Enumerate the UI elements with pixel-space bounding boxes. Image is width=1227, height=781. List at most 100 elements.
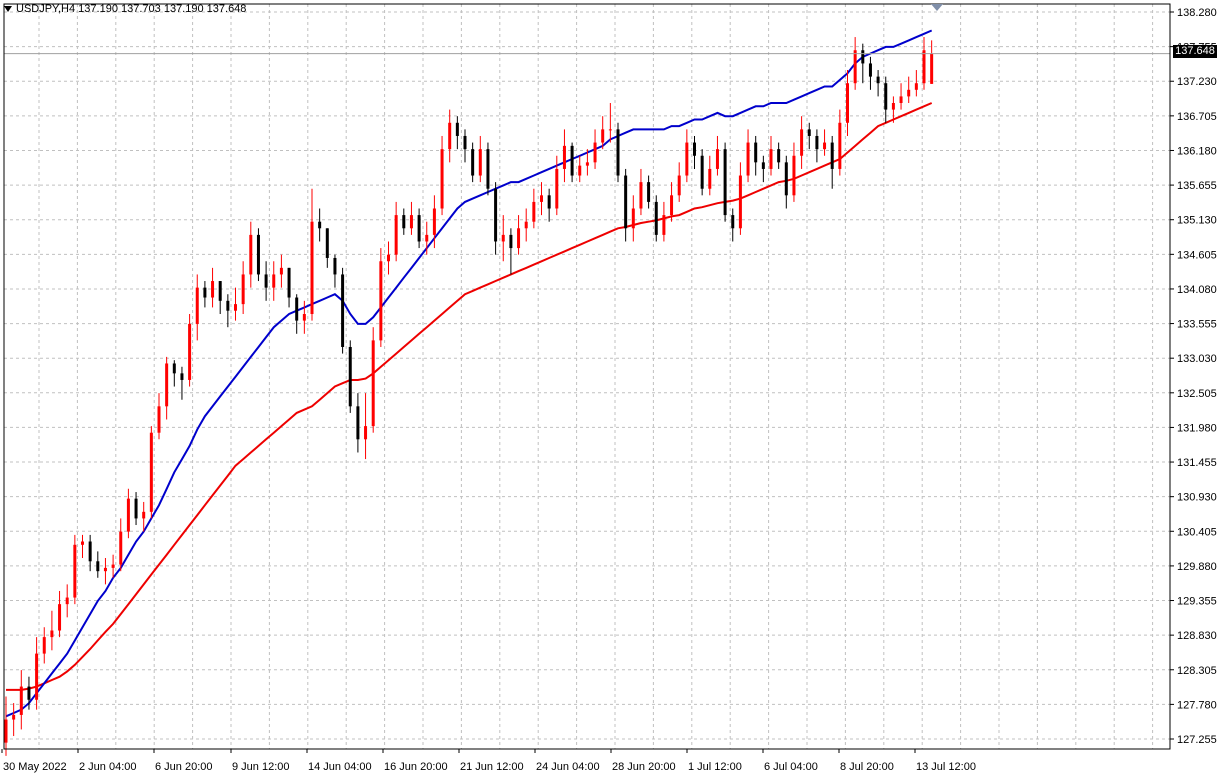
candle[interactable]: [379, 248, 383, 347]
candle[interactable]: [471, 142, 475, 183]
candle[interactable]: [126, 488, 130, 539]
candle-body[interactable]: [165, 363, 169, 407]
candle[interactable]: [4, 696, 8, 756]
candle-body[interactable]: [256, 234, 260, 275]
candle[interactable]: [914, 70, 918, 97]
candle-body[interactable]: [341, 274, 345, 347]
candle[interactable]: [631, 195, 635, 242]
candle[interactable]: [88, 534, 92, 572]
candle-body[interactable]: [562, 145, 566, 169]
candle[interactable]: [562, 129, 566, 183]
candle[interactable]: [448, 109, 452, 163]
candle-body[interactable]: [761, 162, 765, 169]
candle-body[interactable]: [784, 162, 788, 196]
candle[interactable]: [81, 534, 84, 558]
candle-body[interactable]: [88, 541, 92, 562]
candle[interactable]: [891, 96, 895, 123]
candle-body[interactable]: [731, 215, 735, 229]
candle[interactable]: [295, 294, 299, 334]
candle-body[interactable]: [287, 267, 291, 298]
candle[interactable]: [624, 168, 628, 242]
candle-body[interactable]: [616, 129, 620, 176]
candle[interactable]: [188, 314, 192, 387]
candle[interactable]: [547, 188, 551, 222]
candle-body[interactable]: [861, 50, 865, 64]
candle-body[interactable]: [379, 261, 383, 341]
candle-body[interactable]: [180, 373, 184, 380]
candle[interactable]: [761, 155, 765, 183]
candle-body[interactable]: [364, 426, 368, 440]
candle-body[interactable]: [455, 122, 459, 136]
candle-body[interactable]: [524, 221, 528, 229]
candle[interactable]: [876, 70, 880, 97]
candle[interactable]: [256, 228, 260, 282]
candle-body[interactable]: [394, 215, 398, 255]
candle-body[interactable]: [264, 274, 268, 288]
candle[interactable]: [593, 129, 597, 169]
candle-body[interactable]: [249, 234, 253, 275]
candle[interactable]: [784, 155, 788, 209]
candle-body[interactable]: [73, 544, 77, 598]
candles[interactable]: [4, 37, 934, 756]
candle[interactable]: [165, 356, 169, 420]
candle[interactable]: [616, 122, 620, 183]
candle-body[interactable]: [425, 234, 429, 242]
candle-body[interactable]: [134, 498, 138, 519]
candle-body[interactable]: [226, 300, 230, 311]
candle-body[interactable]: [402, 215, 406, 229]
candle-body[interactable]: [417, 215, 421, 242]
candle-body[interactable]: [670, 195, 674, 216]
candle-body[interactable]: [876, 76, 880, 84]
candle[interactable]: [50, 610, 54, 651]
candle-body[interactable]: [807, 129, 811, 136]
candle[interactable]: [302, 300, 306, 334]
candle-body[interactable]: [792, 155, 796, 196]
candle-body[interactable]: [42, 637, 46, 654]
candle[interactable]: [180, 366, 184, 400]
candle-body[interactable]: [58, 604, 62, 631]
candle-body[interactable]: [922, 50, 926, 84]
candle[interactable]: [264, 261, 268, 301]
candle-body[interactable]: [815, 135, 819, 150]
candle-body[interactable]: [547, 195, 551, 209]
candle[interactable]: [73, 534, 77, 605]
candle[interactable]: [279, 254, 283, 288]
candle[interactable]: [654, 195, 658, 242]
candle-body[interactable]: [715, 149, 719, 169]
candle[interactable]: [708, 155, 712, 196]
candle-body[interactable]: [50, 630, 54, 638]
candle[interactable]: [930, 40, 934, 84]
candle-body[interactable]: [448, 122, 452, 150]
candle-body[interactable]: [624, 175, 628, 229]
candle-body[interactable]: [494, 188, 498, 242]
candle-body[interactable]: [119, 531, 123, 565]
candle-body[interactable]: [570, 145, 574, 176]
candle[interactable]: [241, 261, 245, 315]
candle[interactable]: [111, 554, 115, 578]
candle[interactable]: [685, 129, 689, 183]
candle-body[interactable]: [272, 274, 276, 288]
candle-body[interactable]: [103, 567, 107, 572]
candle[interactable]: [769, 135, 773, 176]
candle-body[interactable]: [35, 653, 39, 700]
candle[interactable]: [754, 135, 758, 176]
candle-body[interactable]: [409, 215, 413, 229]
candle-body[interactable]: [509, 234, 513, 249]
candle-body[interactable]: [96, 561, 100, 572]
candle-body[interactable]: [27, 686, 31, 700]
candle[interactable]: [417, 208, 421, 249]
candle[interactable]: [318, 208, 322, 242]
candle-body[interactable]: [930, 53, 934, 84]
candle[interactable]: [249, 221, 253, 288]
candle-body[interactable]: [662, 215, 666, 235]
candle[interactable]: [19, 670, 23, 730]
candle-body[interactable]: [677, 175, 681, 196]
candle[interactable]: [662, 201, 666, 242]
candle[interactable]: [777, 142, 781, 169]
candle-body[interactable]: [517, 228, 521, 249]
candle-body[interactable]: [639, 182, 643, 209]
candle-body[interactable]: [333, 257, 337, 275]
candle[interactable]: [218, 281, 222, 315]
candle[interactable]: [532, 188, 536, 229]
